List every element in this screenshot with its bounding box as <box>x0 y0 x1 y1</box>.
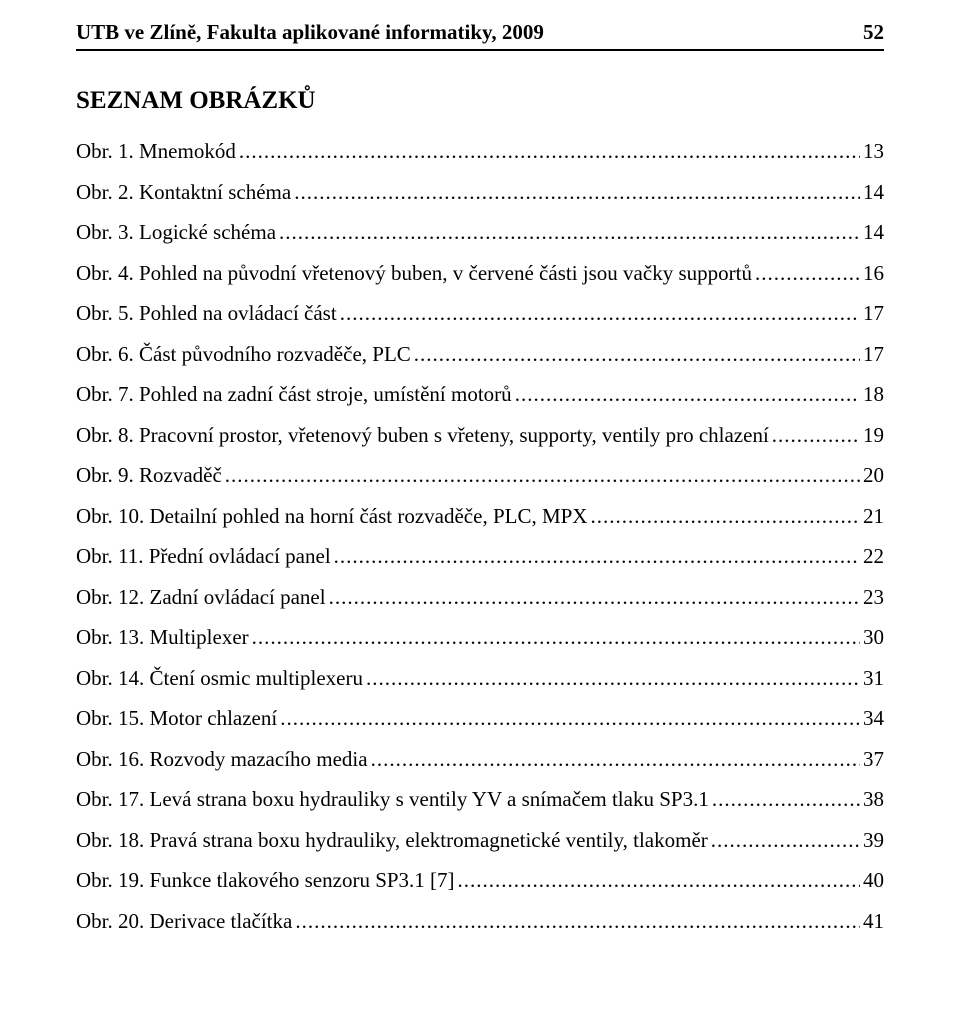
toc-leader-dots <box>414 344 860 365</box>
header-title: UTB ve Zlíně, Fakulta aplikované informa… <box>76 20 544 45</box>
toc-leader-dots <box>755 263 860 284</box>
toc-entry-page: 30 <box>863 627 884 648</box>
toc-entry-page: 14 <box>863 222 884 243</box>
page-header: UTB ve Zlíně, Fakulta aplikované informa… <box>76 20 884 51</box>
toc-entry-page: 19 <box>863 425 884 446</box>
toc-leader-dots <box>279 222 860 243</box>
header-page-number: 52 <box>863 20 884 45</box>
toc-entry-label: Obr. 3. Logické schéma <box>76 222 276 243</box>
toc-entry: Obr. 4. Pohled na původní vřetenový bube… <box>76 263 884 284</box>
toc-entry-label: Obr. 20. Derivace tlačítka <box>76 911 292 932</box>
toc-entry-page: 38 <box>863 789 884 810</box>
toc-leader-dots <box>515 384 860 405</box>
toc-entry: Obr. 16. Rozvody mazacího media 37 <box>76 749 884 770</box>
toc-entry-label: Obr. 6. Část původního rozvaděče, PLC <box>76 344 411 365</box>
toc-entry-label: Obr. 13. Multiplexer <box>76 627 249 648</box>
toc-entry: Obr. 13. Multiplexer 30 <box>76 627 884 648</box>
toc-entry: Obr. 17. Levá strana boxu hydrauliky s v… <box>76 789 884 810</box>
toc-entry: Obr. 20. Derivace tlačítka 41 <box>76 911 884 932</box>
toc-entry-page: 23 <box>863 587 884 608</box>
toc-entry-label: Obr. 5. Pohled na ovládací část <box>76 303 337 324</box>
toc-entry-label: Obr. 2. Kontaktní schéma <box>76 182 291 203</box>
toc-leader-dots <box>711 830 860 851</box>
toc-entry: Obr. 8. Pracovní prostor, vřetenový bube… <box>76 425 884 446</box>
toc-entry-page: 17 <box>863 303 884 324</box>
toc-leader-dots <box>371 749 860 770</box>
toc-entry-page: 37 <box>863 749 884 770</box>
toc-entry: Obr. 18. Pravá strana boxu hydrauliky, e… <box>76 830 884 851</box>
toc-entry-page: 20 <box>863 465 884 486</box>
toc-leader-dots <box>329 587 860 608</box>
toc-entry: Obr. 5. Pohled na ovládací část 17 <box>76 303 884 324</box>
toc-leader-dots <box>458 870 860 891</box>
toc-entry-page: 41 <box>863 911 884 932</box>
toc-list: Obr. 1. Mnemokód 13 Obr. 2. Kontaktní sché… <box>76 141 884 932</box>
toc-leader-dots <box>590 506 860 527</box>
toc-entry-label: Obr. 14. Čtení osmic multiplexeru <box>76 668 363 689</box>
toc-entry-label: Obr. 15. Motor chlazení <box>76 708 277 729</box>
toc-entry: Obr. 7. Pohled na zadní část stroje, umí… <box>76 384 884 405</box>
toc-leader-dots <box>239 141 860 162</box>
toc-entry: Obr. 15. Motor chlazení 34 <box>76 708 884 729</box>
toc-entry-page: 14 <box>863 182 884 203</box>
toc-entry-label: Obr. 1. Mnemokód <box>76 141 236 162</box>
toc-entry-page: 34 <box>863 708 884 729</box>
toc-entry-page: 31 <box>863 668 884 689</box>
toc-leader-dots <box>280 708 860 729</box>
toc-leader-dots <box>340 303 860 324</box>
toc-entry-label: Obr. 9. Rozvaděč <box>76 465 222 486</box>
toc-entry-label: Obr. 7. Pohled na zadní část stroje, umí… <box>76 384 512 405</box>
toc-entry: Obr. 10. Detailní pohled na horní část r… <box>76 506 884 527</box>
toc-entry-label: Obr. 11. Přední ovládací panel <box>76 546 331 567</box>
toc-entry: Obr. 14. Čtení osmic multiplexeru 31 <box>76 668 884 689</box>
toc-entry-label: Obr. 19. Funkce tlakového senzoru SP3.1 … <box>76 870 455 891</box>
toc-entry-label: Obr. 4. Pohled na původní vřetenový bube… <box>76 263 752 284</box>
toc-entry-page: 16 <box>863 263 884 284</box>
toc-entry-label: Obr. 10. Detailní pohled na horní část r… <box>76 506 587 527</box>
toc-entry: Obr. 11. Přední ovládací panel 22 <box>76 546 884 567</box>
toc-entry-page: 18 <box>863 384 884 405</box>
section-title: SEZNAM OBRÁZKŮ <box>76 87 884 115</box>
toc-entry-label: Obr. 18. Pravá strana boxu hydrauliky, e… <box>76 830 708 851</box>
toc-entry-label: Obr. 12. Zadní ovládací panel <box>76 587 326 608</box>
toc-entry: Obr. 19. Funkce tlakového senzoru SP3.1 … <box>76 870 884 891</box>
toc-leader-dots <box>366 668 860 689</box>
toc-entry: Obr. 9. Rozvaděč 20 <box>76 465 884 486</box>
toc-entry: Obr. 12. Zadní ovládací panel 23 <box>76 587 884 608</box>
toc-leader-dots <box>225 465 860 486</box>
toc-entry-page: 13 <box>863 141 884 162</box>
toc-leader-dots <box>334 546 860 567</box>
toc-leader-dots <box>294 182 860 203</box>
toc-entry-page: 21 <box>863 506 884 527</box>
toc-entry: Obr. 3. Logické schéma 14 <box>76 222 884 243</box>
toc-entry: Obr. 1. Mnemokód 13 <box>76 141 884 162</box>
toc-entry: Obr. 6. Část původního rozvaděče, PLC 17 <box>76 344 884 365</box>
toc-entry-page: 40 <box>863 870 884 891</box>
toc-entry-page: 22 <box>863 546 884 567</box>
toc-leader-dots <box>295 911 860 932</box>
toc-leader-dots <box>252 627 860 648</box>
toc-entry-label: Obr. 8. Pracovní prostor, vřetenový bube… <box>76 425 769 446</box>
toc-leader-dots <box>772 425 860 446</box>
toc-entry-label: Obr. 17. Levá strana boxu hydrauliky s v… <box>76 789 709 810</box>
toc-entry-page: 17 <box>863 344 884 365</box>
toc-entry-label: Obr. 16. Rozvody mazacího media <box>76 749 368 770</box>
toc-entry-page: 39 <box>863 830 884 851</box>
toc-leader-dots <box>712 789 860 810</box>
toc-entry: Obr. 2. Kontaktní schéma 14 <box>76 182 884 203</box>
